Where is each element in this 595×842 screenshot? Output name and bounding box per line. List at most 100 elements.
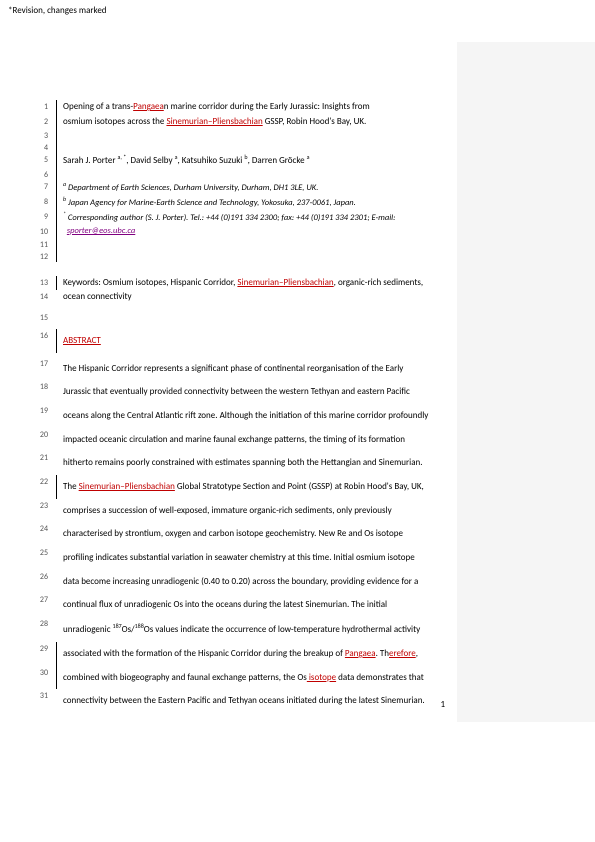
- change-bar: [56, 210, 57, 225]
- line-text: The Hispanic Corridor represents a signi…: [63, 357, 403, 381]
- line-text: oceans along the Central Atlantic rift z…: [63, 404, 428, 428]
- line-number: 8: [30, 195, 48, 207]
- manuscript-line: 21 hitherto remains poorly constrained wi…: [30, 451, 450, 475]
- change-bar: [56, 311, 57, 323]
- manuscript-line: 8 b Japan Agency for Marine-Earth Science…: [30, 195, 450, 210]
- line-number: 1: [30, 100, 48, 112]
- line-text: continual flux of unradiogenic Os into t…: [63, 593, 387, 617]
- manuscript-line: 14 ocean connectivity: [30, 290, 450, 305]
- line-text: profiling indicates substantial variatio…: [63, 546, 415, 570]
- line-text: sporter@eos.ubc.ca: [63, 225, 135, 238]
- line-number: 2: [30, 115, 48, 127]
- line-text: [63, 238, 65, 250]
- change-bar: [56, 689, 57, 713]
- change-bar: [56, 404, 57, 428]
- change-bar: [56, 546, 57, 570]
- line-number: 13: [30, 276, 48, 288]
- line-text: The Sinemurian–Pliensbachian Global Stra…: [63, 475, 424, 499]
- line-text: b Japan Agency for Marine-Earth Science …: [63, 195, 356, 210]
- line-number: 22: [30, 475, 48, 487]
- manuscript-body: 1Opening of a trans-Pangaean marine corr…: [30, 100, 450, 713]
- line-text: [63, 141, 65, 153]
- change-bar: [56, 570, 57, 594]
- manuscript-line: 29 associated with the formation of the H…: [30, 642, 450, 666]
- line-number: 24: [30, 522, 48, 534]
- change-bar: [56, 141, 57, 153]
- line-number: 21: [30, 451, 48, 463]
- line-text: Jurassic that eventually provided connec…: [63, 380, 410, 404]
- manuscript-line: 20 impacted oceanic circulation and marin…: [30, 428, 450, 452]
- page-number: 1: [440, 699, 445, 710]
- line-number: 17: [30, 357, 48, 369]
- line-number: 29: [30, 642, 48, 654]
- line-text: * Corresponding author (S. J. Porter). T…: [63, 210, 395, 225]
- change-bar: [56, 380, 57, 404]
- line-text: [63, 311, 65, 323]
- change-bar: [56, 276, 57, 291]
- line-number: 23: [30, 499, 48, 511]
- line-text: unradiogenic 187Os/188Os values indicate…: [63, 617, 420, 642]
- manuscript-line: 19 oceans along the Central Atlantic rift…: [30, 404, 450, 428]
- change-bar: [56, 225, 57, 238]
- line-text: associated with the formation of the His…: [63, 642, 418, 666]
- change-bar: [56, 100, 57, 115]
- line-number: 11: [30, 238, 48, 250]
- change-bar: [56, 153, 57, 168]
- line-number: 27: [30, 593, 48, 605]
- manuscript-line: 12: [30, 250, 450, 262]
- line-number: 9: [30, 210, 48, 222]
- line-text: a Department of Earth Sciences, Durham U…: [63, 180, 318, 195]
- manuscript-line: 27 continual flux of unradiogenic Os into…: [30, 593, 450, 617]
- line-text: [63, 129, 65, 141]
- line-number: 26: [30, 570, 48, 582]
- line-text: combined with biogeography and faunal ex…: [63, 666, 424, 690]
- change-bar: [56, 129, 57, 141]
- manuscript-line: 28 unradiogenic 187Os/188Os values indica…: [30, 617, 450, 642]
- line-text: impacted oceanic circulation and marine …: [63, 428, 405, 452]
- line-number: 18: [30, 380, 48, 392]
- change-bar: [56, 195, 57, 210]
- line-number: 7: [30, 180, 48, 192]
- change-bar: [56, 115, 57, 130]
- revision-note: *Revision, changes marked: [8, 5, 107, 16]
- margin-track-bar: [457, 42, 595, 722]
- line-text: Sarah J. Porter a, *, David Selby a, Kat…: [63, 153, 310, 168]
- line-number: 25: [30, 546, 48, 558]
- manuscript-line: 30combined with biogeography and faunal …: [30, 666, 450, 690]
- change-bar: [56, 329, 57, 353]
- line-text: Keywords: Osmium isotopes, Hispanic Corr…: [63, 276, 423, 291]
- manuscript-line: 11: [30, 238, 450, 250]
- line-number: 19: [30, 404, 48, 416]
- manuscript-line: 24characterised by strontium, oxygen and…: [30, 522, 450, 546]
- change-bar: [56, 593, 57, 617]
- line-number: 14: [30, 290, 48, 302]
- line-number: 10: [30, 225, 48, 237]
- manuscript-line: 23comprises a succession of well-exposed…: [30, 499, 450, 523]
- manuscript-line: 13 Keywords: Osmium isotopes, Hispanic Co…: [30, 276, 450, 291]
- line-text: data become increasing unradiogenic (0.4…: [63, 570, 418, 594]
- change-bar: [56, 617, 57, 642]
- manuscript-line: 16ABSTRACT: [30, 329, 450, 353]
- change-bar: [56, 666, 57, 690]
- change-bar: [56, 180, 57, 195]
- manuscript-line: 26 data become increasing unradiogenic (0…: [30, 570, 450, 594]
- change-bar: [56, 451, 57, 475]
- manuscript-line: 5Sarah J. Porter a, *, David Selby a, Ka…: [30, 153, 450, 168]
- line-text: hitherto remains poorly constrained with…: [63, 451, 423, 475]
- line-number: 31: [30, 689, 48, 701]
- manuscript-line: 17 The Hispanic Corridor represents a sig…: [30, 357, 450, 381]
- line-text: [63, 250, 65, 262]
- line-number: 20: [30, 428, 48, 440]
- change-bar: [56, 499, 57, 523]
- change-bar: [56, 290, 57, 305]
- change-bar: [56, 642, 57, 666]
- line-number: 15: [30, 311, 48, 323]
- change-bar: [56, 428, 57, 452]
- manuscript-line: 15: [30, 311, 450, 323]
- change-bar: [56, 475, 57, 499]
- line-number: 6: [30, 168, 48, 180]
- manuscript-line: 4: [30, 141, 450, 153]
- line-text: ocean connectivity: [63, 290, 132, 305]
- line-number: 28: [30, 617, 48, 629]
- manuscript-line: 2osmium isotopes across the Sinemurian–P…: [30, 115, 450, 130]
